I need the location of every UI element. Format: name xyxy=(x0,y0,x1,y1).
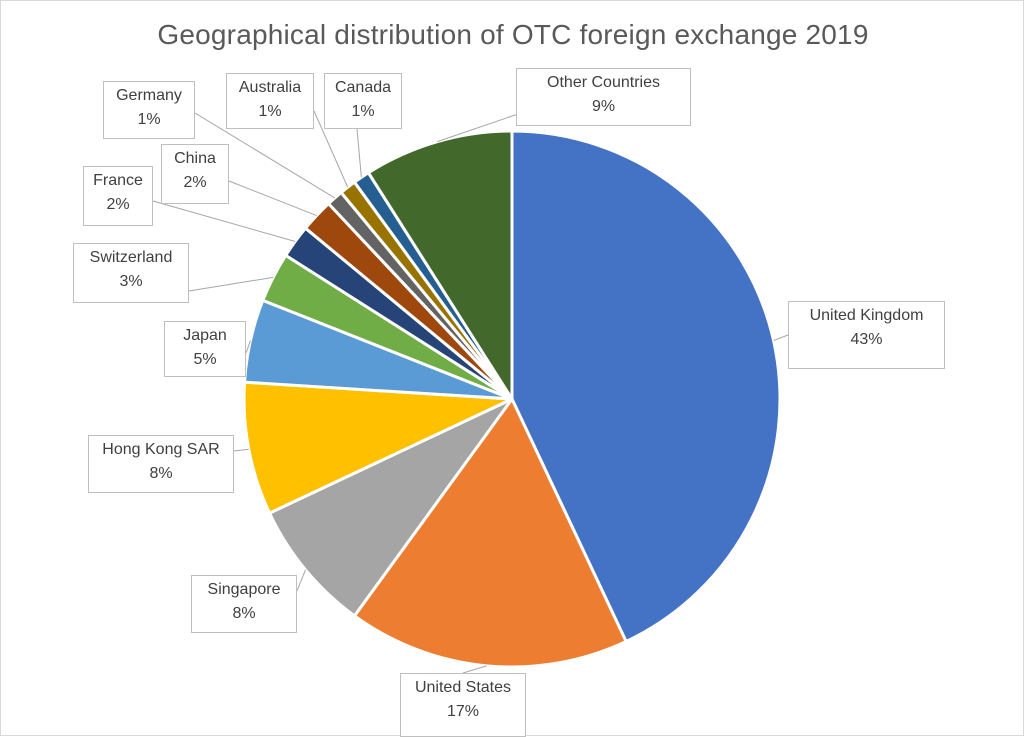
slice-percent-label: 8% xyxy=(232,605,256,622)
data-label-france: France 2% xyxy=(83,166,153,226)
leader-line-germany xyxy=(194,112,336,199)
leader-line-france xyxy=(152,200,296,242)
slice-name-label: Australia xyxy=(238,79,302,96)
slice-name-label: United States xyxy=(414,679,512,696)
chart-title: Geographical distribution of OTC foreign… xyxy=(157,19,869,50)
slice-name-label: Germany xyxy=(116,87,182,104)
data-label-china: China 2% xyxy=(161,144,229,204)
leader-line-china xyxy=(228,180,317,217)
leader-line-canada xyxy=(356,128,362,178)
slice-name-label: Canada xyxy=(334,79,392,96)
slice-percent-label: 5% xyxy=(193,351,217,368)
slice-percent-label: 9% xyxy=(591,98,616,115)
slice-percent-label: 1% xyxy=(351,103,375,120)
slice-name-label: Switzerland xyxy=(89,249,173,266)
slice-percent-label: 2% xyxy=(106,196,130,213)
leader-line-japan xyxy=(245,340,251,354)
slice-name-label: United Kingdom xyxy=(809,307,924,324)
data-label-united-kingdom: United Kingdom 43% xyxy=(788,301,945,369)
slice-percent-label: 43% xyxy=(850,331,883,348)
slice-name-label: Singapore xyxy=(207,581,281,598)
leader-line-hong-kong-sar xyxy=(233,448,249,452)
data-label-switzerland: Switzerland 3% xyxy=(73,243,189,303)
data-label-hong-kong-sar: Hong Kong SAR 8% xyxy=(88,435,234,493)
slice-percent-label: 1% xyxy=(258,103,282,120)
slice-name-label: Japan xyxy=(183,327,227,344)
slice-percent-label: 3% xyxy=(119,273,143,290)
data-label-canada: Canada 1% xyxy=(324,73,402,129)
leader-line-australia xyxy=(313,110,349,188)
data-label-australia: Australia 1% xyxy=(226,73,314,129)
slice-name-label: Hong Kong SAR xyxy=(102,441,220,458)
slice-name-label: China xyxy=(174,150,216,167)
slice-name-label: Other Countries xyxy=(547,74,660,91)
leader-line-united-kingdom xyxy=(773,334,789,342)
data-label-united-states: United States 17% xyxy=(400,673,526,737)
slice-name-label: France xyxy=(93,172,143,189)
leader-line-singapore xyxy=(296,569,306,592)
data-label-singapore: Singapore 8% xyxy=(191,575,297,633)
data-label-germany: Germany 1% xyxy=(103,81,195,139)
slice-percent-label: 1% xyxy=(137,111,161,128)
pie-slice-other-countries xyxy=(366,129,514,401)
leader-line-united-states xyxy=(462,665,487,674)
pie-slice-united-states xyxy=(352,397,628,669)
data-label-other-countries: Other Countries 9% xyxy=(516,68,691,126)
leader-line-switzerland xyxy=(188,276,274,292)
slice-percent-label: 17% xyxy=(446,703,480,720)
leader-line-other-countries xyxy=(437,112,522,143)
slice-percent-label: 2% xyxy=(183,174,207,191)
slice-percent-label: 8% xyxy=(149,465,173,482)
data-label-japan: Japan 5% xyxy=(164,321,246,377)
